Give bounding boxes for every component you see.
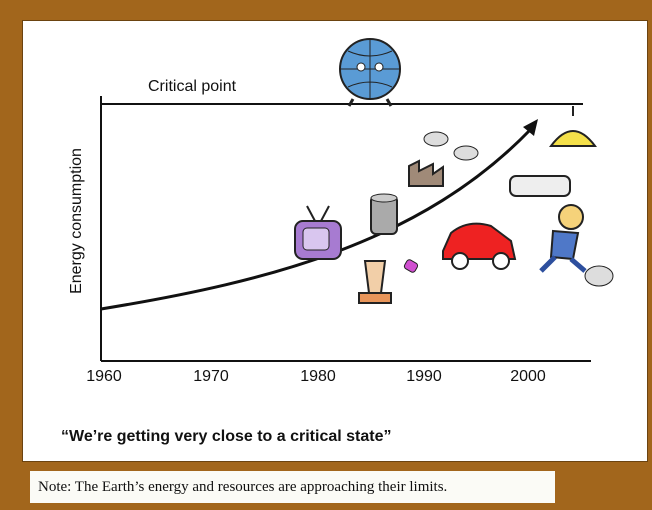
- factory-icon: [409, 132, 478, 186]
- globe-icon: [340, 39, 400, 106]
- caption: “We’re getting very close to a critical …: [61, 428, 392, 445]
- page: Critical point Energy consumption 196019…: [0, 0, 652, 510]
- note: Note: The Earth’s energy and resources a…: [30, 471, 555, 503]
- y-axis-label: Energy consumption: [68, 148, 85, 294]
- car-icon: [443, 224, 515, 269]
- x-tick-label: 1970: [193, 368, 229, 385]
- can-icon: [403, 259, 418, 274]
- tv-icon: [295, 206, 341, 259]
- barrel-icon: [371, 194, 397, 234]
- x-ticks: 1960 1970 1980 1990 2000: [86, 368, 546, 385]
- x-tick-label: 1990: [406, 368, 442, 385]
- x-tick-label: 1980: [300, 368, 336, 385]
- person-icon: [541, 205, 613, 286]
- mixer-icon: [359, 261, 391, 303]
- x-tick-label: 2000: [510, 368, 546, 385]
- ac-icon: [510, 176, 570, 196]
- critical-label: Critical point: [148, 78, 237, 95]
- lamp-icon: [551, 106, 595, 146]
- x-tick-label: 1960: [86, 368, 122, 385]
